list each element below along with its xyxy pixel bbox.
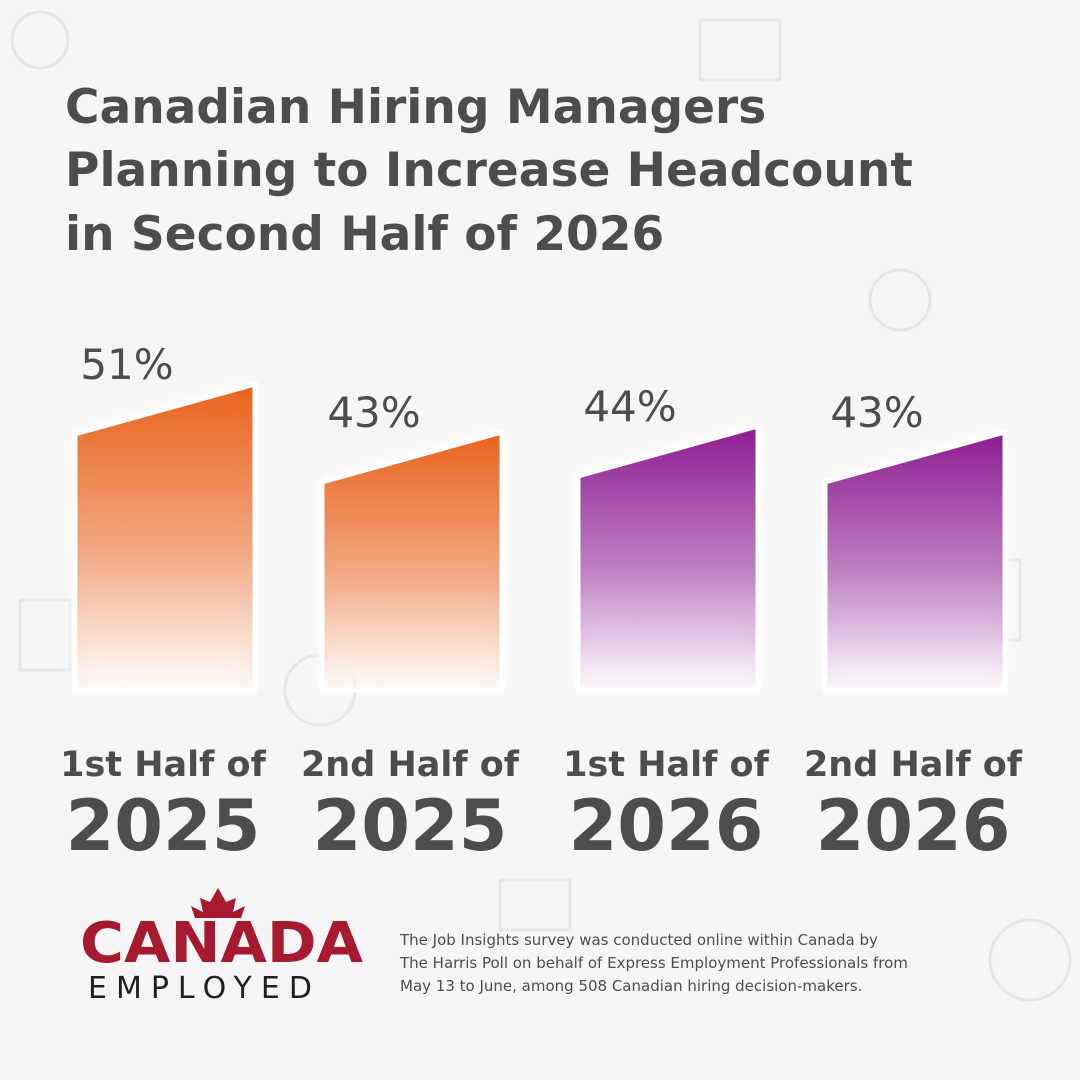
x-tick-label: 1st Half of [60, 745, 266, 785]
x-tick-label: 2nd Half of [804, 745, 1023, 785]
value-label: 51% [80, 340, 173, 389]
bar [822, 428, 1008, 693]
bar [575, 422, 761, 693]
logo-text: EMPLOYED [88, 971, 321, 1006]
x-tick-label: 2026 [816, 785, 1011, 867]
chart-title: in Second Half of 2026 [65, 207, 664, 262]
x-tick-label: 2025 [66, 785, 261, 867]
chart-title: Canadian Hiring Managers [65, 80, 766, 135]
logo-text: CANADA [80, 911, 364, 976]
maple-leaf [191, 888, 245, 918]
footnote: The Harris Poll on behalf of Express Emp… [399, 954, 908, 972]
footnote: The Job Insights survey was conducted on… [399, 931, 878, 949]
logo: CANADA EMPLOYED [80, 888, 364, 1006]
bar [319, 428, 505, 693]
chart-title: Planning to Increase Headcount [65, 143, 913, 198]
bar [72, 380, 258, 693]
value-label: 44% [583, 382, 676, 431]
footnote: May 13 to June, among 508 Canadian hirin… [400, 977, 862, 995]
x-tick-label: 2025 [313, 785, 508, 867]
x-tick-label: 1st Half of [563, 745, 769, 785]
value-label: 43% [830, 388, 923, 437]
x-tick-label: 2nd Half of [301, 745, 520, 785]
x-tick-label: 2026 [569, 785, 764, 867]
value-label: 43% [327, 388, 420, 437]
